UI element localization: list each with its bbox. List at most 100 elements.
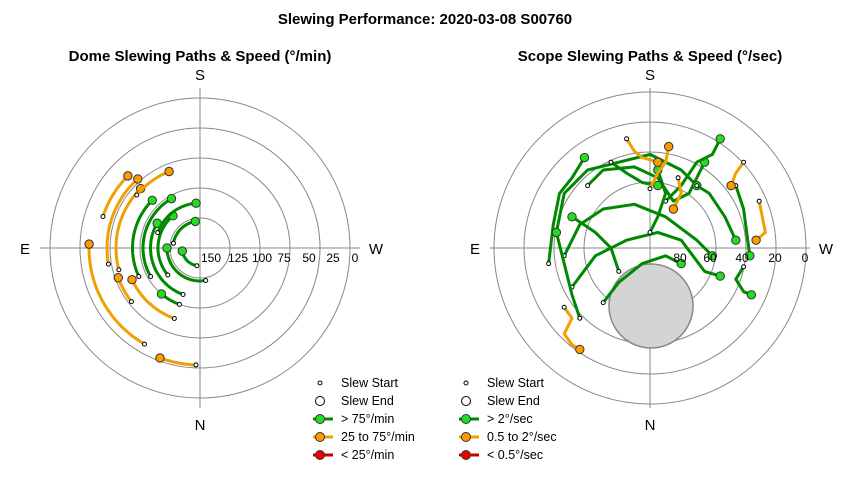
scope-compass-left: E <box>470 241 480 258</box>
scope-slew-end-marker <box>745 251 755 261</box>
scope-slew-path <box>734 184 752 258</box>
dome-slew-start-marker <box>194 263 200 269</box>
scope-slew-start-marker <box>741 264 747 270</box>
scope-slew-path <box>671 176 683 211</box>
dome-compass-bottom: N <box>195 417 206 434</box>
scope-slew-end-marker <box>579 152 590 163</box>
legend-start-marker <box>317 380 323 386</box>
dome-tick-label: 150 <box>201 251 221 265</box>
legend-label: > 75°/min <box>341 412 394 426</box>
dome-tick-label: 50 <box>302 251 316 265</box>
dome-slew-path <box>130 278 176 320</box>
scope-slew-path <box>586 160 707 203</box>
dome-slew-start-marker <box>203 277 209 283</box>
dome-slew-end-marker <box>156 289 167 299</box>
dome-slew-path <box>87 242 146 346</box>
scope-slew-start-marker <box>647 186 653 192</box>
scope-slew-end-marker <box>653 180 663 191</box>
scope-tick-label: 20 <box>768 251 782 265</box>
scope-slew-path <box>754 199 767 242</box>
scope-slew-path <box>554 230 582 320</box>
dome-slew-path <box>149 221 185 296</box>
dome-slew-start-marker <box>142 341 147 347</box>
scope-slew-end-marker <box>668 204 679 214</box>
dome-compass-right: W <box>369 241 384 258</box>
scope-slew-end-marker <box>731 235 741 245</box>
dome-slew-end-marker <box>127 274 137 285</box>
dome-slew-start-marker <box>128 299 134 305</box>
scope-slew-end-marker <box>567 212 577 222</box>
scope-paths <box>546 134 767 355</box>
scope-slew-path <box>648 168 668 234</box>
dome-slew-end-marker <box>113 273 123 283</box>
chart-title: Slewing Performance: 2020-03-08 S00760 <box>278 11 572 28</box>
dome-slew-end-marker <box>166 193 177 204</box>
dome-chart: Dome Slewing Paths & Speed (°/min) S N E… <box>20 48 415 462</box>
legend-medium-marker <box>461 432 471 442</box>
scope-compass-right: W <box>819 241 834 258</box>
scope-slew-start-marker <box>675 175 681 181</box>
dome-slew-end-marker <box>162 243 172 253</box>
scope-slew-start-marker <box>600 300 606 306</box>
dome-slew-start-marker <box>105 261 111 267</box>
scope-chart-title: Scope Slewing Paths & Speed (°/sec) <box>518 48 782 65</box>
scope-slew-path <box>648 145 671 191</box>
dome-legend: Slew Start Slew End > 75°/min 25 to 75°/… <box>313 376 415 462</box>
scope-tick-label: 60 <box>703 251 717 265</box>
dome-tick-label: 25 <box>326 251 340 265</box>
legend-label: 0.5 to 2°/sec <box>487 430 557 444</box>
dome-compass-left: E <box>20 241 30 258</box>
legend-label: 25 to 75°/min <box>341 430 415 444</box>
scope-slew-path <box>609 160 660 188</box>
dome-slew-end-marker <box>147 195 157 205</box>
scope-slew-end-marker <box>575 344 585 355</box>
scope-slew-end-marker <box>676 258 686 269</box>
scope-slew-start-marker <box>585 183 591 189</box>
dome-slew-start-marker <box>170 240 176 246</box>
dome-slew-end-marker <box>177 246 187 256</box>
scope-slew-path <box>562 305 582 351</box>
scope-slew-path <box>601 254 683 305</box>
scope-slew-start-marker <box>608 159 614 165</box>
scope-slew-end-marker <box>653 157 663 167</box>
dome-slew-start-marker <box>116 267 122 273</box>
scope-obstruction-zone <box>608 263 694 349</box>
dome-slew-end-marker <box>191 198 201 208</box>
dome-slew-end-marker <box>190 216 201 227</box>
scope-radial-ticks: 80 60 40 20 0 <box>673 251 808 265</box>
scope-slew-path <box>562 202 714 258</box>
scope-slew-end-marker <box>751 235 761 245</box>
scope-tick-label: 40 <box>735 251 749 265</box>
scope-slew-start-marker <box>624 136 630 142</box>
legend-label: < 0.5°/sec <box>487 448 543 462</box>
dome-slew-start-marker <box>171 315 177 321</box>
dome-slew-end-marker <box>164 166 174 177</box>
legend-slow-marker <box>461 450 471 460</box>
scope-slew-end-marker <box>707 251 718 261</box>
scope-tick-label: 80 <box>673 251 687 265</box>
legend-end-marker <box>461 396 471 406</box>
scope-chart: Scope Slewing Paths & Speed (°/sec) S N … <box>459 48 834 462</box>
dome-compass-top: S <box>195 67 205 84</box>
scope-slew-end-marker <box>726 180 736 191</box>
scope-slew-start-marker <box>756 198 762 204</box>
scope-slew-end-marker <box>715 271 725 281</box>
legend-start-marker <box>463 380 469 386</box>
dome-tick-label: 75 <box>277 251 291 265</box>
dome-slew-end-marker <box>155 353 165 363</box>
dome-slew-path <box>101 174 130 218</box>
scope-compass-top: S <box>645 67 655 84</box>
dome-slew-path <box>165 246 208 283</box>
scope-slew-path <box>625 137 660 164</box>
dome-slew-start-marker <box>165 272 171 278</box>
scope-slew-start-marker <box>546 261 552 267</box>
dome-slew-path <box>158 356 198 367</box>
dome-radial-ticks: 150 125 100 75 50 25 0 <box>201 251 359 265</box>
dome-slew-start-marker <box>134 192 140 198</box>
scope-legend: Slew Start Slew End > 2°/sec 0.5 to 2°/s… <box>459 376 557 462</box>
legend-label: Slew End <box>487 394 540 408</box>
legend-label: < 25°/min <box>341 448 394 462</box>
legend-label: Slew Start <box>487 376 544 390</box>
scope-slew-end-marker <box>551 227 562 238</box>
